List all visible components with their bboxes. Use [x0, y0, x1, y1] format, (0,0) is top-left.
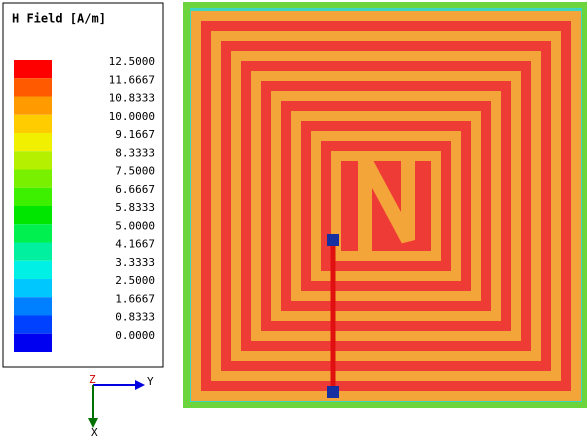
legend-swatch: [14, 261, 52, 279]
legend-title: H Field [A/m]: [12, 12, 106, 26]
legend-swatch: [14, 279, 52, 297]
legend-label: 2.5000: [115, 274, 155, 287]
legend-label: 1.6667: [115, 292, 155, 305]
legend-swatch: [14, 297, 52, 315]
axis-label-x: X: [91, 426, 98, 439]
legend-label: 7.5000: [115, 165, 155, 178]
legend-label: 6.6667: [115, 183, 155, 196]
legend-swatch: [14, 115, 52, 133]
legend-swatch: [14, 316, 52, 334]
legend-swatch: [14, 97, 52, 115]
legend-swatch: [14, 243, 52, 261]
legend-label: 12.5000: [109, 55, 155, 68]
page: H Field [A/m] Z Y X 12.5000 11.6667 10.833…: [0, 0, 588, 439]
axis-label-z: Z: [89, 373, 96, 386]
field-plot: [183, 2, 587, 408]
legend-swatch: [14, 170, 52, 188]
legend-label: 10.8333: [109, 92, 155, 105]
port: [327, 234, 339, 246]
legend-label: 3.3333: [115, 256, 155, 269]
legend-label: 5.0000: [115, 219, 155, 232]
legend-label: 0.0000: [115, 329, 155, 342]
legend-label: 5.8333: [115, 201, 155, 214]
axis-label-y: Y: [147, 375, 154, 388]
legend-label: 0.8333: [115, 311, 155, 324]
field-plot-view: H Field [A/m] Z Y X 12.5000 11.6667 10.833…: [0, 0, 588, 439]
legend-swatch: [14, 188, 52, 206]
legend-swatch: [14, 334, 52, 352]
legend-label: 11.6667: [109, 73, 155, 86]
legend-swatch: [14, 60, 52, 78]
legend-swatch: [14, 151, 52, 169]
legend-swatch: [14, 78, 52, 96]
legend-label: 4.1667: [115, 238, 155, 251]
legend-label: 9.1667: [115, 128, 155, 141]
legend-swatch: [14, 133, 52, 151]
axis-arrow: [135, 380, 145, 390]
legend-label: 8.3333: [115, 146, 155, 159]
port: [327, 386, 339, 398]
legend-swatch: [14, 206, 52, 224]
legend-label: 10.0000: [109, 110, 155, 123]
legend-swatch: [14, 224, 52, 242]
